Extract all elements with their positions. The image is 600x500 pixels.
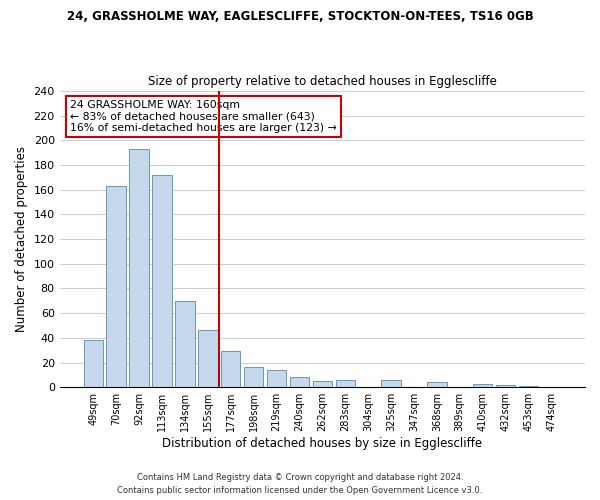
Bar: [335, 380, 355, 387]
Bar: [496, 384, 515, 387]
Bar: [427, 382, 446, 387]
Title: Size of property relative to detached houses in Egglescliffe: Size of property relative to detached ho…: [148, 76, 497, 88]
Bar: [198, 330, 218, 387]
Bar: [313, 381, 332, 387]
Bar: [244, 368, 263, 387]
Y-axis label: Number of detached properties: Number of detached properties: [15, 146, 28, 332]
X-axis label: Distribution of detached houses by size in Egglescliffe: Distribution of detached houses by size …: [162, 437, 482, 450]
Text: 24 GRASSHOLME WAY: 160sqm
← 83% of detached houses are smaller (643)
16% of semi: 24 GRASSHOLME WAY: 160sqm ← 83% of detac…: [70, 100, 337, 133]
Text: Contains HM Land Registry data © Crown copyright and database right 2024.
Contai: Contains HM Land Registry data © Crown c…: [118, 474, 482, 495]
Bar: [221, 352, 241, 387]
Bar: [130, 149, 149, 387]
Bar: [267, 370, 286, 387]
Bar: [473, 384, 493, 387]
Bar: [83, 340, 103, 387]
Bar: [152, 175, 172, 387]
Bar: [290, 378, 309, 387]
Bar: [175, 301, 194, 387]
Text: 24, GRASSHOLME WAY, EAGLESCLIFFE, STOCKTON-ON-TEES, TS16 0GB: 24, GRASSHOLME WAY, EAGLESCLIFFE, STOCKT…: [67, 10, 533, 23]
Bar: [106, 186, 126, 387]
Bar: [382, 380, 401, 387]
Bar: [519, 386, 538, 387]
